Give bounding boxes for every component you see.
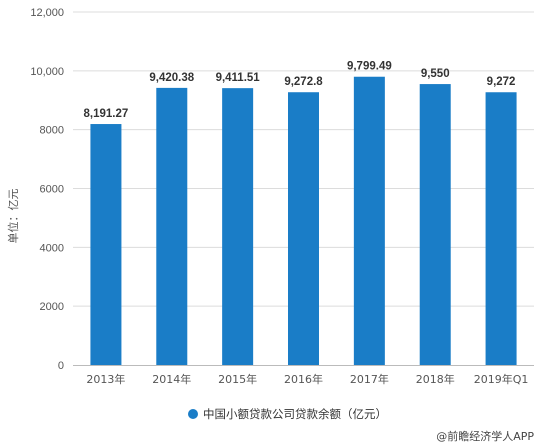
y-tick-label: 12,000 — [30, 7, 64, 19]
data-label: 9,411.51 — [216, 72, 261, 84]
data-label: 9,272.8 — [284, 76, 323, 88]
legend-swatch — [188, 409, 198, 419]
source-credit: @前瞻经济学人APP — [436, 429, 534, 443]
x-tick-label: 2015年 — [218, 372, 257, 386]
bar — [156, 87, 188, 365]
bar — [288, 92, 319, 366]
bars — [90, 76, 517, 366]
legend-label: 中国小额贷款公司贷款余额（亿元） — [203, 407, 387, 421]
bar — [353, 76, 385, 366]
y-axis-ticks: 0 2000 4000 6000 8000 10,000 12,000 — [30, 7, 64, 372]
x-tick-label: 2014年 — [152, 372, 191, 386]
x-tick-label: 2019年Q1 — [474, 372, 529, 386]
y-axis-label: 单位：亿元 — [6, 189, 20, 244]
x-tick-label: 2016年 — [284, 372, 323, 386]
bar — [90, 124, 122, 366]
y-tick-label: 10,000 — [30, 66, 64, 78]
x-tick-label: 2017年 — [350, 372, 389, 386]
y-tick-label: 4000 — [40, 242, 64, 254]
data-labels: 8,191.27 9,420.38 9,411.51 9,272.8 9,799.49 9… — [84, 61, 516, 120]
y-tick-label: 0 — [58, 360, 64, 372]
x-tick-label: 2018年 — [416, 372, 455, 386]
x-tick-label: 2013年 — [86, 372, 125, 386]
bar — [222, 88, 254, 365]
data-label: 9,550 — [421, 68, 450, 80]
bar — [419, 84, 451, 365]
data-label: 8,191.27 — [84, 108, 129, 120]
data-label: 9,272 — [487, 76, 516, 88]
bar — [485, 92, 517, 366]
x-axis-ticks: 2013年 2014年 2015年 2016年 2017年 2018年 2019年Q1 — [86, 372, 528, 386]
y-tick-label: 2000 — [40, 301, 64, 313]
data-label: 9,420.38 — [149, 72, 194, 84]
y-tick-label: 6000 — [40, 184, 64, 196]
y-tick-label: 8000 — [40, 125, 64, 137]
data-label: 9,799.49 — [347, 61, 392, 73]
